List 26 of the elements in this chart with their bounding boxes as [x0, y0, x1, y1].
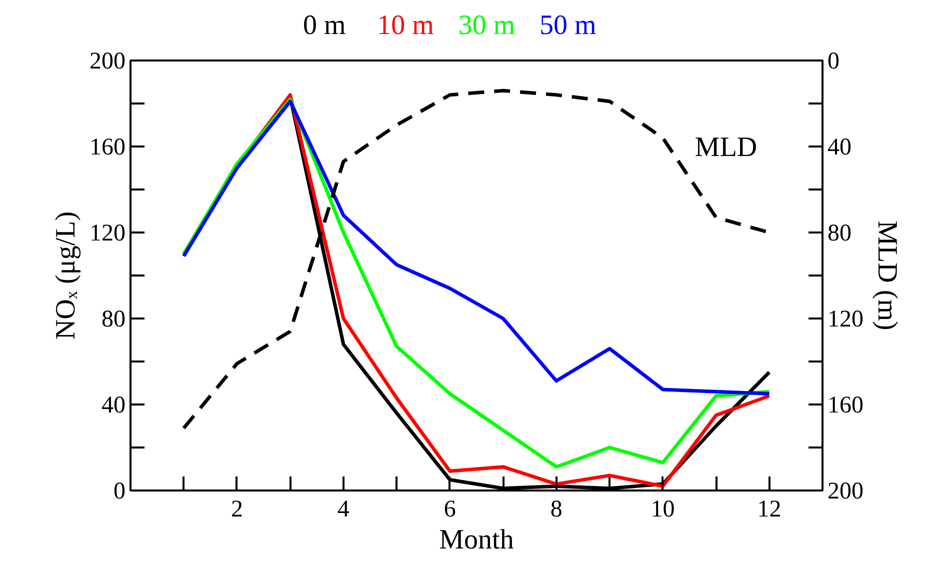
- y2-tick-label: 80: [828, 220, 852, 246]
- text: 30 m: [458, 10, 516, 41]
- x-tick-label: 2: [230, 496, 243, 522]
- y2-tick-label: 40: [828, 134, 852, 160]
- y-tick-label: 120: [90, 220, 126, 246]
- y-axis-title: NOₓ (μg/L): [50, 211, 82, 340]
- y2-tick-label: 0: [828, 48, 840, 74]
- y-tick-label: 200: [90, 48, 126, 74]
- x-tick-label: 8: [550, 496, 562, 522]
- x-tick-label: 6: [444, 496, 456, 522]
- x-tick-label: 10: [650, 496, 675, 522]
- y2-tick-label: 120: [828, 306, 864, 332]
- x-axis-title: Month: [439, 524, 514, 556]
- y-tick-label: 80: [102, 306, 126, 332]
- text: 10 m: [377, 10, 434, 41]
- x-tick-label: 12: [757, 496, 782, 522]
- y2-tick-label: 160: [828, 392, 864, 418]
- y2-tick-label: 200: [828, 478, 864, 504]
- text: 0 m: [302, 10, 346, 41]
- text: 50 m: [540, 10, 597, 41]
- y2-axis-title: MLD (m): [872, 220, 902, 330]
- y-tick-label: 160: [90, 134, 126, 160]
- x-tick-label: 4: [337, 496, 350, 522]
- y-tick-label: 40: [102, 392, 126, 418]
- y-tick-label: 0: [114, 478, 126, 504]
- annotation: MLD: [694, 132, 758, 163]
